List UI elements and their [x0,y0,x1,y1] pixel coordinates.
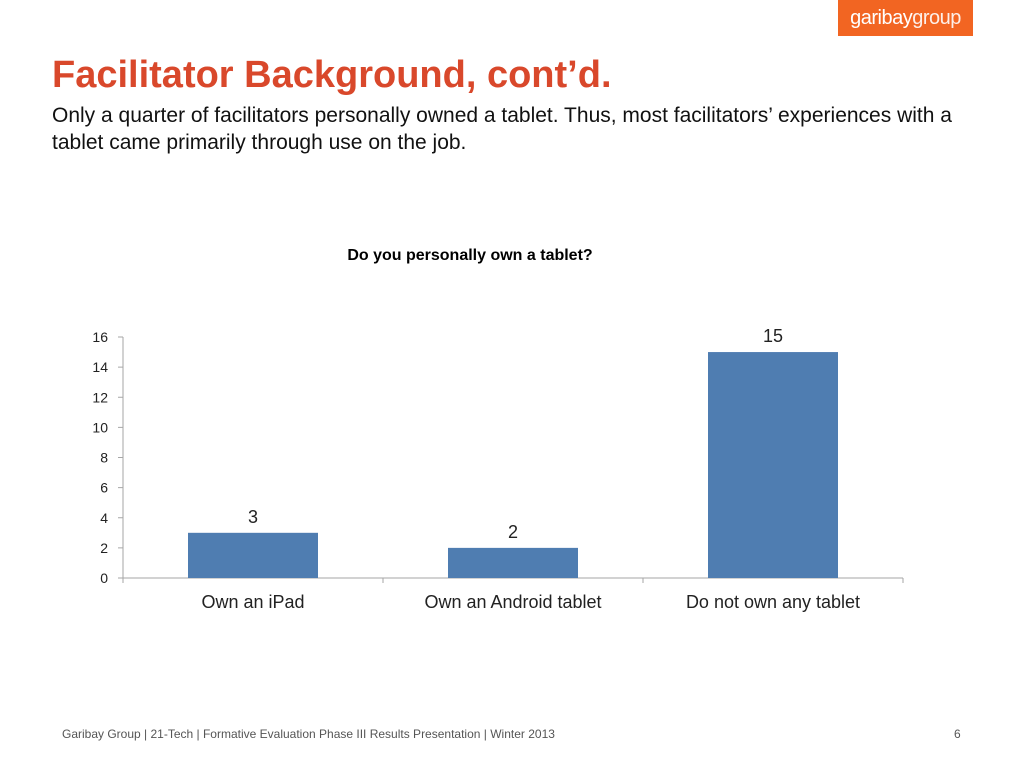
y-tick-label: 16 [92,329,108,345]
bar [188,532,318,578]
value-labels-group: 3 2 15 [248,326,783,542]
y-tick-label: 12 [92,389,108,405]
y-axis: 0 2 4 6 8 10 12 14 16 [92,329,124,586]
bar-value-label: 2 [508,522,518,542]
bar-value-label: 15 [763,326,783,346]
chart-title: Do you personally own a tablet? [347,247,592,264]
slide-subtitle: Only a quarter of facilitators personall… [52,104,952,154]
slide-footer: Garibay Group | 21-Tech | Formative Eval… [62,727,555,741]
bar [708,352,838,578]
y-tick-label: 14 [92,359,108,375]
category-labels-group: Own an iPad Own an Android tablet Do not o… [201,592,860,612]
x-category-label: Own an iPad [201,592,304,612]
x-category-label: Own an Android tablet [424,592,601,612]
x-axis [122,577,904,583]
y-tick-label: 4 [100,510,108,526]
garibaygroup-logo: garibaygroup [838,0,973,36]
bar [448,547,578,578]
y-tick-label: 8 [100,450,108,466]
y-tick-label: 10 [92,419,108,435]
x-category-label: Do not own any tablet [686,592,860,612]
slide-title: Facilitator Background, cont’d. [52,54,612,96]
logo-text-garibay: garibay [850,7,913,29]
bar-value-label: 3 [248,507,258,527]
page-number: 6 [954,727,961,741]
logo-text-group: group [912,7,961,29]
y-tick-label: 2 [100,540,108,556]
y-tick-label: 0 [100,570,108,586]
y-tick-label: 6 [100,480,108,496]
bars-group [188,352,838,578]
